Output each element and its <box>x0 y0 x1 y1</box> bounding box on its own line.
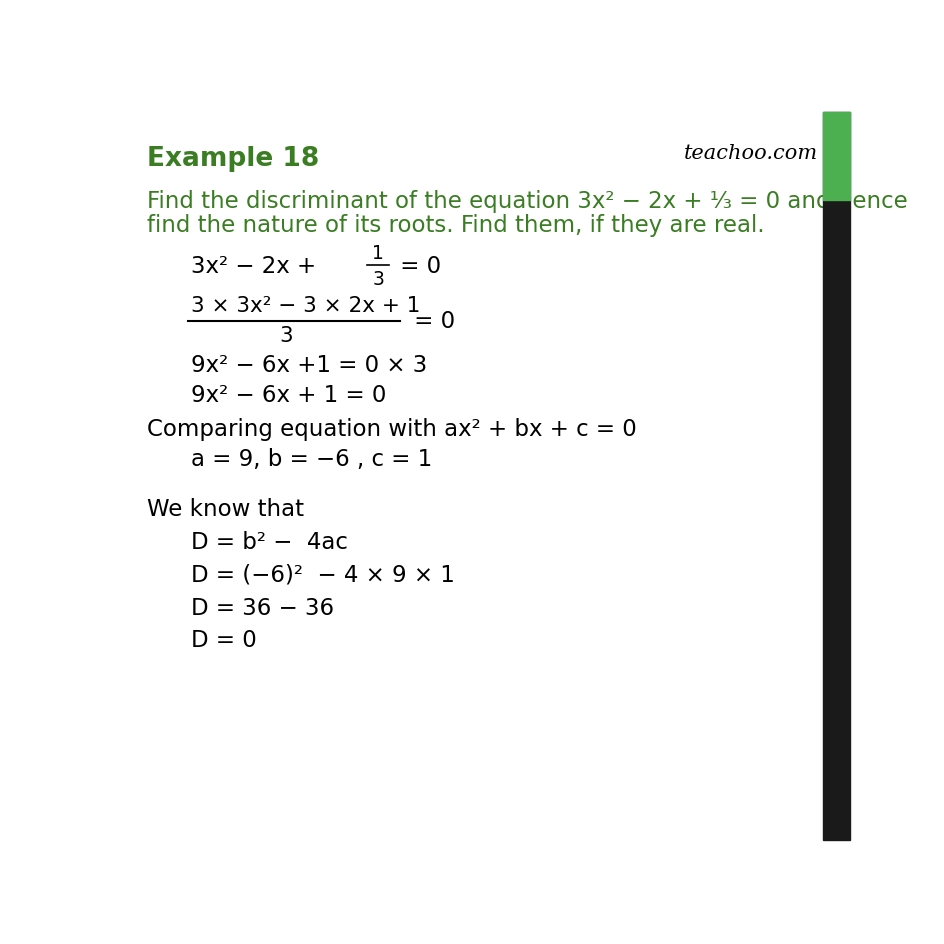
Text: teachoo.com: teachoo.com <box>683 143 817 162</box>
Bar <box>822 113 850 840</box>
Text: 9x² − 6x + 1 = 0: 9x² − 6x + 1 = 0 <box>191 384 386 407</box>
Text: = 0: = 0 <box>407 310 455 332</box>
Text: = 0: = 0 <box>393 255 441 278</box>
Text: D = b² −  4ac: D = b² − 4ac <box>191 531 348 553</box>
Bar <box>822 113 850 200</box>
Text: 1: 1 <box>372 244 383 262</box>
Text: Example 18: Example 18 <box>147 146 319 172</box>
Text: D = 0: D = 0 <box>191 629 257 651</box>
Text: Comparing equation with ax² + bx + c = 0: Comparing equation with ax² + bx + c = 0 <box>147 418 636 441</box>
Text: 9x² − 6x +1 = 0 × 3: 9x² − 6x +1 = 0 × 3 <box>191 354 427 377</box>
Text: 3: 3 <box>279 326 293 346</box>
Text: 3x² − 2x +: 3x² − 2x + <box>191 255 324 278</box>
Text: 3: 3 <box>372 270 383 289</box>
Text: find the nature of its roots. Find them, if they are real.: find the nature of its roots. Find them,… <box>147 213 765 237</box>
Text: a = 9, b = −6 , c = 1: a = 9, b = −6 , c = 1 <box>191 447 432 470</box>
Text: D = 36 − 36: D = 36 − 36 <box>191 596 334 619</box>
Text: 3 × 3x² − 3 × 2x + 1: 3 × 3x² − 3 × 2x + 1 <box>191 295 420 316</box>
Text: We know that: We know that <box>147 497 304 521</box>
Text: Find the discriminant of the equation 3x² − 2x + ¹⁄₃ = 0 and hence: Find the discriminant of the equation 3x… <box>147 190 907 212</box>
Text: D = (−6)²  − 4 × 9 × 1: D = (−6)² − 4 × 9 × 1 <box>191 564 455 586</box>
